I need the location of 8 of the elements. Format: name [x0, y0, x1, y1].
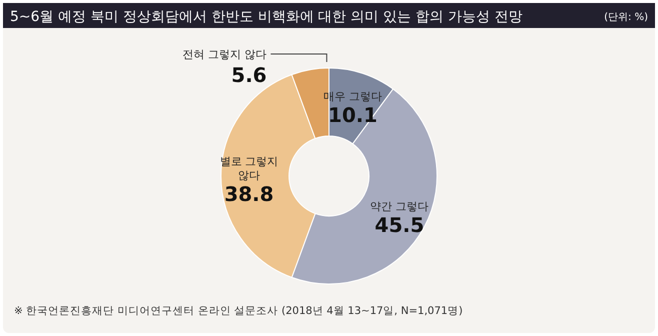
data-label: 38.8: [224, 182, 274, 206]
data-label: 5.6: [231, 63, 267, 87]
chart-title: 5~6월 예정 북미 정상회담에서 한반도 비핵화에 대한 의미 있는 합의 가능성 전망: [10, 9, 522, 25]
data-label: 45.5: [374, 212, 424, 237]
text: (단위: %): [604, 12, 648, 23]
text: ※ 한국언론진흥재단 미디어연구센터 온라인 설문조사 (2018년 4월 13~17일, N=1,071명): [14, 305, 463, 317]
slice-label: 전혀 그렇지 않다: [182, 48, 267, 61]
slice-label: 약간 그렇다: [370, 200, 429, 213]
